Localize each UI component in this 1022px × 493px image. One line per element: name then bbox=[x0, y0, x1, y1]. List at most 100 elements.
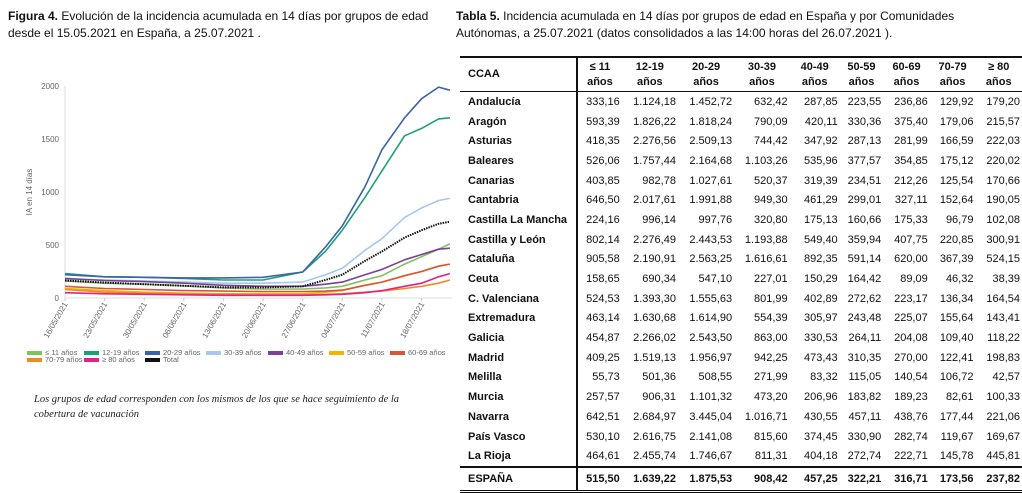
incidence-value: 1.452,72 bbox=[689, 95, 733, 108]
region-name: Aragón bbox=[460, 111, 579, 132]
incidence-value: 257,57 bbox=[586, 391, 620, 404]
y-tick-label: 0 bbox=[55, 294, 60, 303]
incidence-value: 1.614,90 bbox=[689, 312, 733, 325]
legend-label: Total bbox=[163, 355, 179, 364]
incidence-value: 204,08 bbox=[894, 332, 928, 345]
region-name: Asturias bbox=[460, 131, 579, 152]
region-name: Cantabria bbox=[460, 190, 579, 211]
incidence-value: 155,64 bbox=[939, 312, 974, 325]
incidence-value: 430,55 bbox=[804, 410, 838, 423]
incidence-value: 223,17 bbox=[894, 292, 928, 305]
incidence-value: 520,37 bbox=[754, 174, 788, 187]
table-row: Cantabria 646,50 2.017,61 1.991,88 949,30 461… bbox=[460, 190, 1022, 211]
incidence-value: 2.443,53 bbox=[689, 233, 733, 246]
figure-title-text: Evolución de la incidencia acumulada en … bbox=[8, 9, 429, 40]
table-title-text: Incidencia acumulada en 14 días por grup… bbox=[456, 9, 955, 40]
table-row: Navarra 642,51 2.684,97 3.445,04 1.016,71 430… bbox=[460, 407, 1022, 427]
y-tick-label: 1500 bbox=[41, 135, 59, 144]
incidence-value: 234,51 bbox=[847, 174, 882, 187]
incidence-value: 152,64 bbox=[939, 194, 974, 207]
incidence-value: 170,66 bbox=[986, 174, 1020, 187]
incidence-value: 457,25 bbox=[789, 466, 840, 492]
incidence-value: 359,94 bbox=[847, 233, 882, 246]
header-unit: años bbox=[939, 75, 966, 88]
table-header-row: CCAA ≤ 11 años 12-19 años 20-29 años 30-39 años 4… bbox=[460, 57, 1022, 92]
legend-label: 50-59 años bbox=[347, 348, 385, 357]
header-age-range: 70-79 bbox=[938, 60, 967, 73]
table-row: Ceuta 158,65 690,34 547,10 227,01 150,29 164,4… bbox=[460, 269, 1022, 289]
incidence-value: 1.757,44 bbox=[633, 154, 676, 167]
region-name: Ceuta bbox=[460, 269, 579, 289]
incidence-value: 473,20 bbox=[754, 391, 788, 404]
incidence-value: 89,09 bbox=[900, 273, 928, 286]
column-header: 12-19 años bbox=[621, 57, 678, 92]
header-unit: años bbox=[637, 75, 663, 88]
incidence-value: 790,09 bbox=[754, 115, 788, 128]
table-row: Andalucía 333,16 1.124,18 1.452,72 632,42 287… bbox=[460, 91, 1022, 112]
x-tick-label: 23/05/2021 bbox=[82, 300, 110, 340]
series-line-4 bbox=[64, 247, 450, 288]
region-name: Castilla y León bbox=[460, 229, 579, 250]
incidence-value: 282,74 bbox=[894, 430, 928, 443]
table-row: Castilla y León 802,14 2.276,49 2.443,53 1.1… bbox=[460, 229, 1022, 250]
legend-label: ≤ 11 años bbox=[45, 348, 78, 357]
incidence-value: 330,53 bbox=[804, 332, 838, 345]
incidence-value: 220,85 bbox=[939, 233, 974, 246]
incidence-value: 420,11 bbox=[804, 115, 838, 128]
incidence-value: 811,31 bbox=[754, 450, 788, 463]
incidence-value: 118,22 bbox=[987, 332, 1020, 345]
incidence-value: 320,80 bbox=[754, 213, 788, 226]
column-header: 20-29 años bbox=[677, 57, 735, 92]
incidence-value: 222,71 bbox=[894, 450, 928, 463]
incidence-table: CCAA ≤ 11 años 12-19 años 20-29 años 30-39 años 4… bbox=[460, 56, 1022, 493]
incidence-value: 215,57 bbox=[986, 115, 1020, 128]
incidence-value: 143,41 bbox=[986, 312, 1020, 325]
incidence-value: 1.818,24 bbox=[689, 115, 733, 128]
incidence-value: 223,55 bbox=[847, 95, 882, 108]
incidence-value: 140,54 bbox=[894, 371, 928, 384]
incidence-value: 1.393,30 bbox=[633, 292, 676, 305]
incidence-value: 457,11 bbox=[848, 410, 882, 423]
region-name: La Rioja bbox=[460, 446, 579, 468]
legend-swatch bbox=[27, 358, 42, 362]
table-row: Galicia 454,87 2.266,02 2.543,50 863,00 330,5… bbox=[460, 328, 1022, 348]
incidence-value: 409,25 bbox=[586, 351, 620, 364]
series-line-8 bbox=[64, 272, 451, 297]
incidence-value: 179,20 bbox=[986, 95, 1020, 108]
incidence-value: 473,43 bbox=[804, 351, 838, 364]
incidence-value: 463,14 bbox=[586, 312, 620, 325]
incidence-value: 438,76 bbox=[894, 410, 928, 423]
incidence-value: 815,60 bbox=[754, 430, 788, 443]
region-name: País Vasco bbox=[460, 426, 579, 447]
incidence-value: 402,89 bbox=[804, 292, 838, 305]
incidence-value: 535,96 bbox=[804, 154, 838, 167]
figure-label: Figura 4. bbox=[8, 9, 59, 23]
incidence-value: 906,31 bbox=[642, 391, 676, 404]
incidence-value: 2.684,97 bbox=[633, 410, 676, 423]
incidence-value: 136,34 bbox=[939, 292, 974, 305]
column-header: 40-49 años bbox=[789, 57, 840, 92]
table-title: Tabla 5. Incidencia acumulada en 14 días… bbox=[456, 8, 1016, 42]
incidence-value: 377,57 bbox=[847, 154, 882, 167]
incidence-value: 2.276,49 bbox=[633, 233, 676, 246]
column-header-ccaa: CCAA bbox=[460, 57, 579, 92]
incidence-value: 145,78 bbox=[939, 450, 974, 463]
region-name: ESPAÑA bbox=[460, 466, 579, 492]
incidence-value: 547,10 bbox=[698, 273, 733, 286]
incidence-value: 300,91 bbox=[986, 233, 1020, 246]
header-age-range: 30-39 bbox=[747, 60, 776, 73]
incidence-value: 2.543,50 bbox=[689, 332, 733, 345]
incidence-value: 418,35 bbox=[586, 135, 620, 148]
incidence-value: 367,39 bbox=[939, 253, 974, 266]
incidence-value: 905,58 bbox=[586, 253, 620, 266]
header-unit: años bbox=[749, 75, 775, 88]
incidence-value: 620,00 bbox=[894, 253, 928, 266]
x-tick-label: 13/06/2021 bbox=[200, 300, 228, 340]
incidence-value: 526,06 bbox=[586, 154, 620, 167]
incidence-value: 2.017,61 bbox=[633, 194, 676, 207]
legend-label: 70-79 años bbox=[45, 355, 83, 364]
table-row: La Rioja 464,61 2.455,74 1.746,67 811,31 404,… bbox=[460, 446, 1022, 468]
incidence-value: 1.630,68 bbox=[633, 312, 676, 325]
incidence-value: 109,40 bbox=[939, 332, 974, 345]
table-row: Asturias 418,35 2.276,56 2.509,13 744,42 347,… bbox=[460, 131, 1022, 152]
